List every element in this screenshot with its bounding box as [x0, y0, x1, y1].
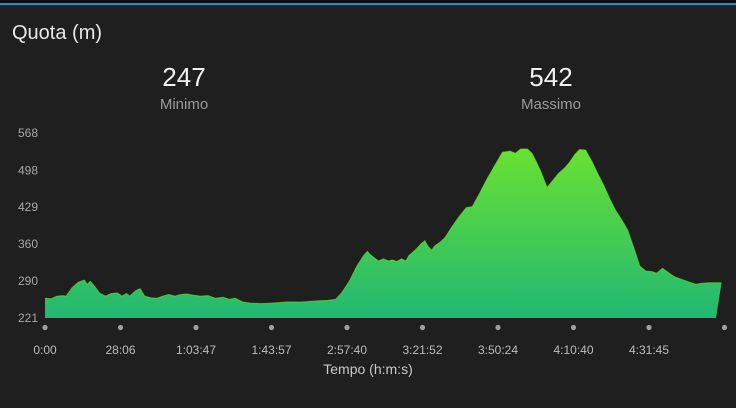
y-tick-label-2: 360	[18, 237, 38, 251]
x-tick-dot-end	[721, 324, 728, 331]
stat-maximum-value: 542	[529, 62, 573, 92]
x-tick-dot-3	[268, 324, 275, 331]
stat-maximum: 542 Massimo	[471, 62, 631, 113]
x-tick-label-4: 2:57:40	[327, 343, 367, 357]
x-tick-label-3: 1:43:57	[251, 343, 291, 357]
y-tick-label-4: 498	[18, 163, 38, 177]
x-tick-dot-4	[344, 324, 350, 331]
x-tick-label-5: 3:21:52	[402, 343, 442, 357]
y-tick-label-1: 290	[18, 274, 38, 288]
y-tick-label-0: 221	[18, 311, 38, 325]
x-tick-dot-0	[42, 324, 48, 331]
stat-minimum-value: 247	[162, 62, 206, 92]
x-axis-title: Tempo (h:m:s)	[323, 361, 413, 377]
x-tick-label-8: 4:31:45	[629, 343, 669, 357]
x-tick-dot-1	[117, 324, 124, 331]
stat-maximum-label: Massimo	[520, 96, 581, 113]
x-tick-dot-5	[419, 324, 426, 331]
x-tick-label-6: 3:50:24	[478, 343, 518, 357]
accent-line	[0, 3, 736, 5]
x-tick-label-7: 4:10:40	[553, 343, 593, 357]
stat-minimum-label: Minimo	[159, 96, 209, 113]
y-tick-label-3: 429	[18, 200, 38, 214]
x-tick-dot-2	[193, 324, 199, 331]
x-tick-dot-7	[570, 324, 577, 331]
stat-minimum: 247 Minimo	[104, 62, 264, 113]
x-tick-label-1: 28:06	[105, 343, 135, 357]
y-tick-label-5: 568	[18, 126, 38, 140]
x-tick-dot-8	[646, 324, 652, 331]
elevation-line	[44, 148, 722, 305]
chart-title: Quota (m)	[12, 22, 103, 44]
top-edge	[0, 0, 736, 5]
x-tick-dot-6	[495, 324, 501, 331]
elevation-area	[45, 149, 722, 318]
x-tick-label-0: 0:00	[33, 343, 57, 357]
x-tick-label-2: 1:03:47	[176, 343, 216, 357]
